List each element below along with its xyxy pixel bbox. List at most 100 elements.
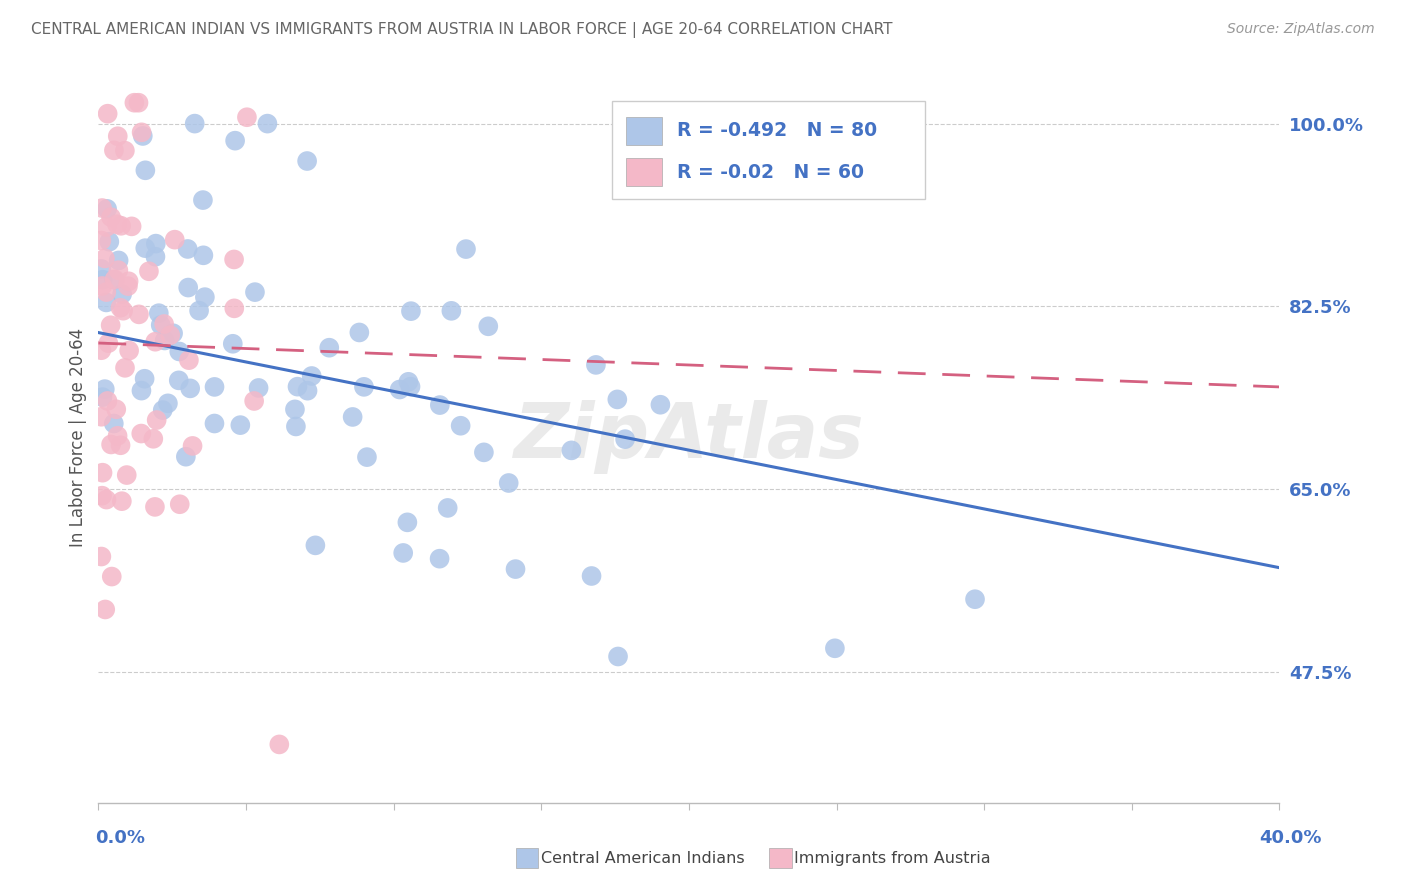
Point [176, 242, 198, 256]
Point [614, 432, 637, 446]
Point [103, 144, 125, 158]
Point [134, 163, 156, 178]
Point [222, 336, 245, 351]
Point [301, 369, 323, 384]
Point [96, 219, 118, 234]
Point [134, 241, 156, 255]
Point [138, 264, 160, 278]
Text: Central American Indians: Central American Indians [541, 851, 745, 865]
Point [111, 494, 134, 508]
Point [90, 261, 112, 276]
Point [284, 402, 307, 417]
Point [236, 110, 259, 124]
Y-axis label: In Labor Force | Age 20-64: In Labor Force | Age 20-64 [69, 327, 87, 547]
Point [179, 381, 201, 395]
Point [107, 263, 129, 277]
Text: 0.0%: 0.0% [96, 830, 146, 847]
Point [162, 326, 184, 341]
Point [107, 429, 129, 443]
Point [353, 380, 375, 394]
Point [131, 125, 153, 139]
Point [607, 649, 630, 664]
Point [477, 319, 499, 334]
Point [107, 253, 129, 268]
Point [318, 341, 340, 355]
Text: R = -0.02   N = 60: R = -0.02 N = 60 [678, 163, 865, 182]
Point [91, 390, 114, 404]
Point [505, 562, 527, 576]
Point [224, 134, 246, 148]
Point [100, 569, 122, 583]
Point [94, 602, 117, 616]
Point [153, 317, 176, 331]
Point [134, 372, 156, 386]
Point [110, 301, 132, 315]
Point [193, 248, 215, 262]
Point [177, 280, 200, 294]
Point [103, 417, 125, 431]
Point [97, 336, 120, 351]
Point [243, 285, 266, 299]
Point [247, 381, 270, 395]
Point [429, 398, 451, 412]
Point [105, 402, 128, 417]
Point [429, 551, 451, 566]
Text: Source: ZipAtlas.com: Source: ZipAtlas.com [1227, 22, 1375, 37]
Point [90, 409, 112, 424]
Point [90, 234, 112, 248]
Point [153, 334, 176, 348]
Point [243, 394, 266, 409]
Point [963, 592, 986, 607]
Point [145, 236, 167, 251]
Point [297, 384, 319, 398]
Point [112, 303, 135, 318]
Point [498, 475, 520, 490]
Point [284, 419, 307, 434]
Point [396, 516, 419, 530]
Point [94, 382, 117, 396]
Point [194, 290, 217, 304]
Point [96, 492, 118, 507]
Point [103, 273, 125, 287]
Point [145, 250, 167, 264]
Point [90, 343, 112, 358]
Point [392, 546, 415, 560]
Point [132, 128, 155, 143]
Point [472, 445, 495, 459]
Point [128, 307, 150, 321]
Point [117, 279, 139, 293]
Point [204, 380, 226, 394]
Point [143, 500, 166, 514]
Point [287, 379, 309, 393]
Point [436, 500, 458, 515]
Point [91, 466, 114, 480]
Point [96, 285, 118, 299]
Point [388, 383, 411, 397]
FancyBboxPatch shape [626, 159, 662, 186]
Point [100, 318, 122, 333]
Text: 40.0%: 40.0% [1260, 830, 1322, 847]
Point [104, 272, 127, 286]
Point [585, 358, 607, 372]
Point [91, 273, 114, 287]
Point [159, 328, 181, 343]
Point [142, 432, 165, 446]
Point [91, 279, 114, 293]
Point [224, 301, 246, 316]
Point [188, 303, 211, 318]
FancyBboxPatch shape [612, 101, 925, 200]
Point [96, 393, 118, 408]
Point [399, 379, 422, 393]
Point [149, 318, 172, 332]
Point [342, 409, 364, 424]
Text: Immigrants from Austria: Immigrants from Austria [794, 851, 991, 865]
Point [107, 129, 129, 144]
Point [169, 497, 191, 511]
Point [204, 417, 226, 431]
Point [269, 738, 291, 752]
Point [148, 306, 170, 320]
Point [191, 193, 214, 207]
Point [177, 353, 200, 368]
Point [399, 304, 422, 318]
Point [181, 439, 204, 453]
